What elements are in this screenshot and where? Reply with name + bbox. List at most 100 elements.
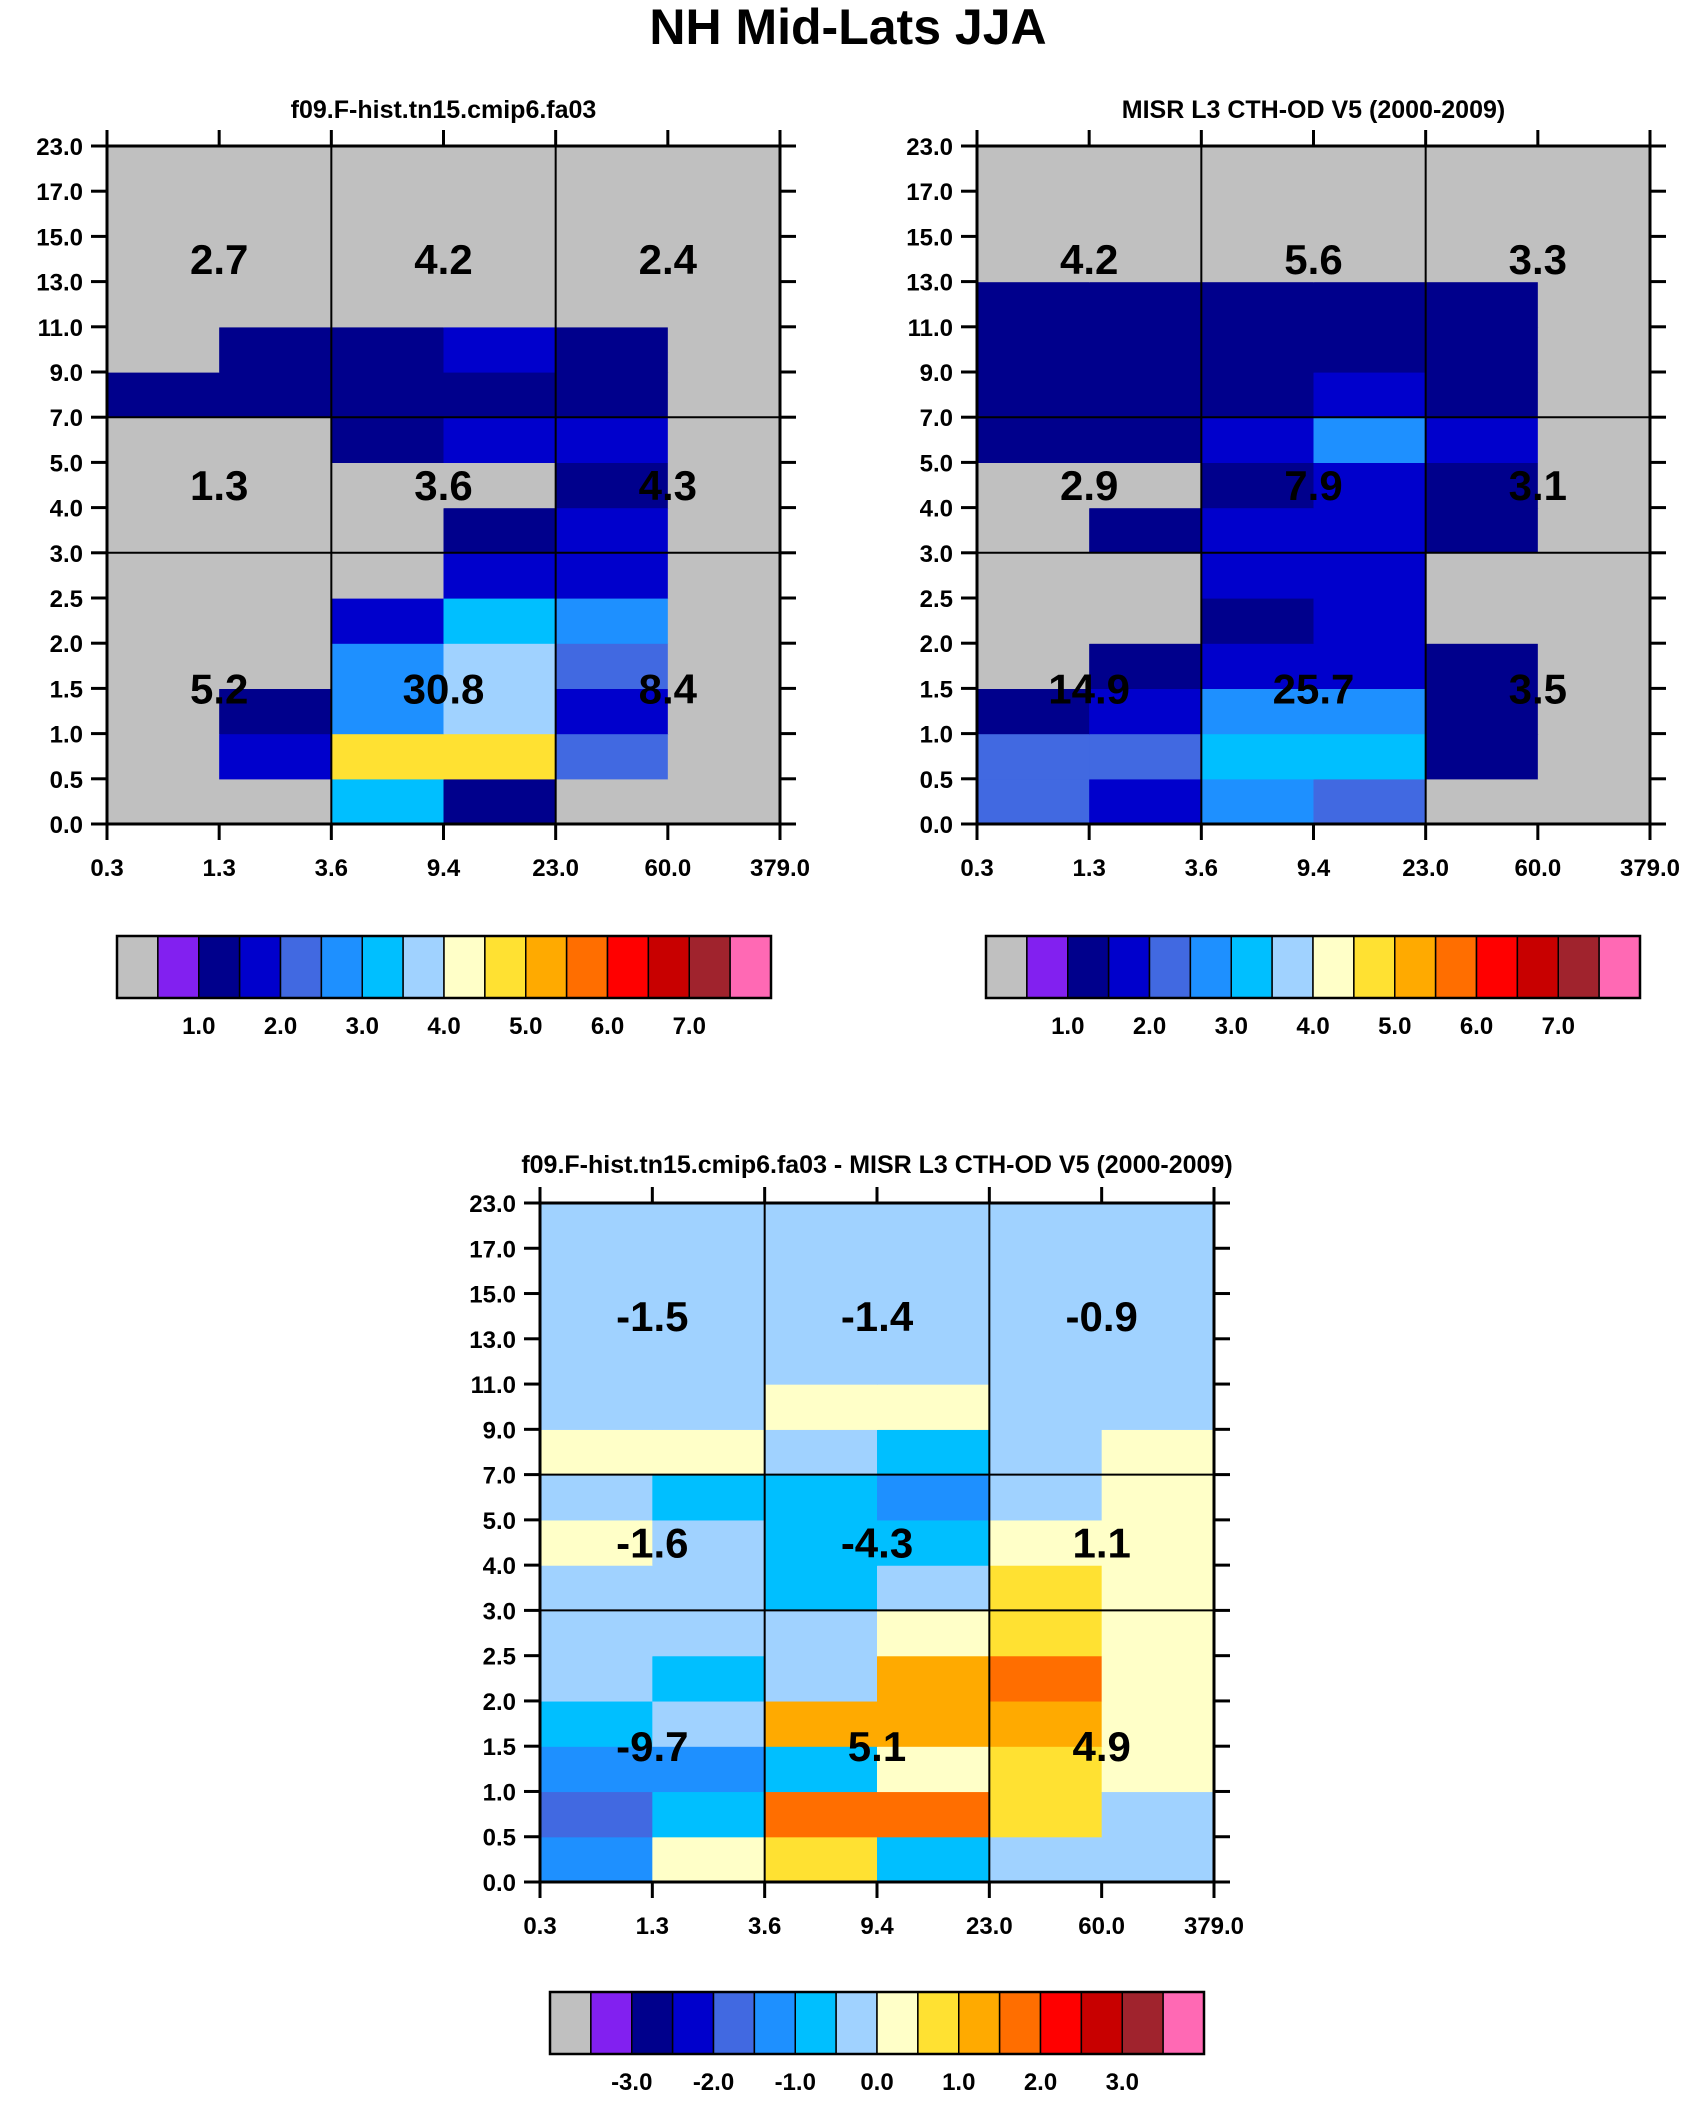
x-tick-label: 0.3 [960,855,993,882]
colorbar-swatch [198,935,241,999]
heatmap-cell [764,1565,878,1611]
heatmap-cell [1425,417,1539,463]
heatmap-cell [443,507,557,554]
heatmap-cell [977,146,1090,192]
heatmap-cell [667,146,781,192]
heatmap-cell [219,643,332,689]
colorbar-swatch [1121,1991,1164,2055]
heatmap-cell [1101,1746,1215,1793]
y-tick-label: 2.0 [50,631,83,658]
heatmap-cell [764,1700,878,1747]
colorbar-swatch [525,935,568,999]
colorbar-swatch [712,1991,756,2055]
colorbar-swatch [958,1991,1001,2055]
colorbar-swatch [1162,1991,1205,2055]
heatmap-cell [1089,598,1202,644]
colorbar-swatch [1516,935,1559,999]
heatmap-cell [1537,462,1651,509]
heatmap-cell [1313,372,1427,418]
group-total-label: 2.7 [190,236,248,283]
group-total-label: 4.9 [1072,1723,1130,1770]
heatmap-cell [540,1203,653,1249]
heatmap-cell [555,688,669,735]
heatmap-cell [555,778,669,825]
heatmap-cell [1313,598,1427,644]
heatmap-cell [877,1610,990,1657]
group-total-label: 2.9 [1060,462,1118,509]
heatmap-cell [1089,733,1202,780]
heatmap-cell [1201,552,1315,599]
heatmap-cell [667,507,781,554]
heatmap-cell [555,146,669,192]
heatmap-cell [652,1203,766,1249]
heatmap-cell [877,1655,990,1702]
heatmap-cell [555,462,669,509]
x-tick-label: 3.6 [748,1913,781,1940]
heatmap-cell [555,236,669,283]
heatmap-cell [1201,372,1315,418]
panel-title: f09.F-hist.tn15.cmip6.fa03 - MISR L3 CTH… [521,1151,1232,1179]
colorbar-swatch [402,935,445,999]
y-tick-label: 0.5 [483,1825,516,1852]
x-tick-label: 60.0 [1514,855,1561,882]
colorbar-tick-label: 0.0 [860,2069,893,2096]
heatmap-cell [764,1384,878,1430]
x-tick-label: 9.4 [427,855,461,882]
group-total-label: 4.2 [1060,236,1118,283]
group-total-label: 5.6 [1284,236,1342,283]
y-tick-label: 1.5 [920,676,953,703]
heatmap-cell [989,1700,1103,1747]
colorbar-frame [548,1990,1206,2056]
heatmap-cell [1101,1519,1215,1566]
heatmap-cell [1313,552,1427,599]
heatmap-cell [1089,236,1202,283]
heatmap-cell [977,778,1090,825]
heatmap-cell [764,1836,878,1883]
heatmap-cell [1425,462,1539,509]
heatmap-cell [219,552,332,599]
heatmap-cell [652,1519,766,1566]
colorbar-swatch [917,1991,960,2055]
colorbar-swatch [1557,935,1600,999]
heatmap-cell [555,191,669,237]
y-tick-label: 9.0 [920,360,953,387]
group-total-label: 30.8 [403,665,485,712]
heatmap-cell [331,733,445,780]
heatmap-cell [764,1610,878,1657]
colorbar-swatch [320,935,363,999]
heatmap-cell [540,1338,653,1385]
heatmap-cell [1425,778,1539,825]
heatmap-cell [1101,1791,1215,1838]
panel-title: MISR L3 CTH-OD V5 (2000-2009) [1122,96,1505,124]
heatmap-cell [219,372,332,418]
heatmap-cell [540,1610,653,1657]
heatmap-cell [977,236,1090,283]
heatmap-cell [1201,146,1315,192]
heatmap-cell [1201,733,1315,780]
heatmap-cell [1101,1338,1215,1385]
heatmap-cell [1201,507,1315,554]
y-tick-label: 3.0 [50,541,83,568]
y-tick-label: 2.5 [50,586,83,613]
heatmap-cell [443,417,557,463]
colorbar-swatch [647,935,690,999]
heatmap-cell [764,1338,878,1385]
x-tick-label: 9.4 [860,1913,894,1940]
x-tick-label: 1.3 [202,855,235,882]
heatmap-cell [667,281,781,328]
heatmap-cell [764,1791,878,1838]
x-tick-label: 0.3 [90,855,123,882]
heatmap-cell [443,688,557,735]
heatmap-cell [667,417,781,463]
heatmap-cell [1425,552,1539,599]
heatmap-cell [667,326,781,373]
heatmap-cell [989,1565,1103,1611]
group-total-label: 7.9 [1284,462,1342,509]
x-tick-label: 0.3 [523,1913,556,1940]
colorbar-swatch [835,1991,878,2055]
group-total-label: -1.4 [841,1293,914,1340]
heatmap-cell [1313,281,1427,328]
colorbar-swatch [1312,935,1355,999]
y-tick-label: 1.0 [50,722,83,749]
y-tick-label: 13.0 [469,1327,516,1354]
